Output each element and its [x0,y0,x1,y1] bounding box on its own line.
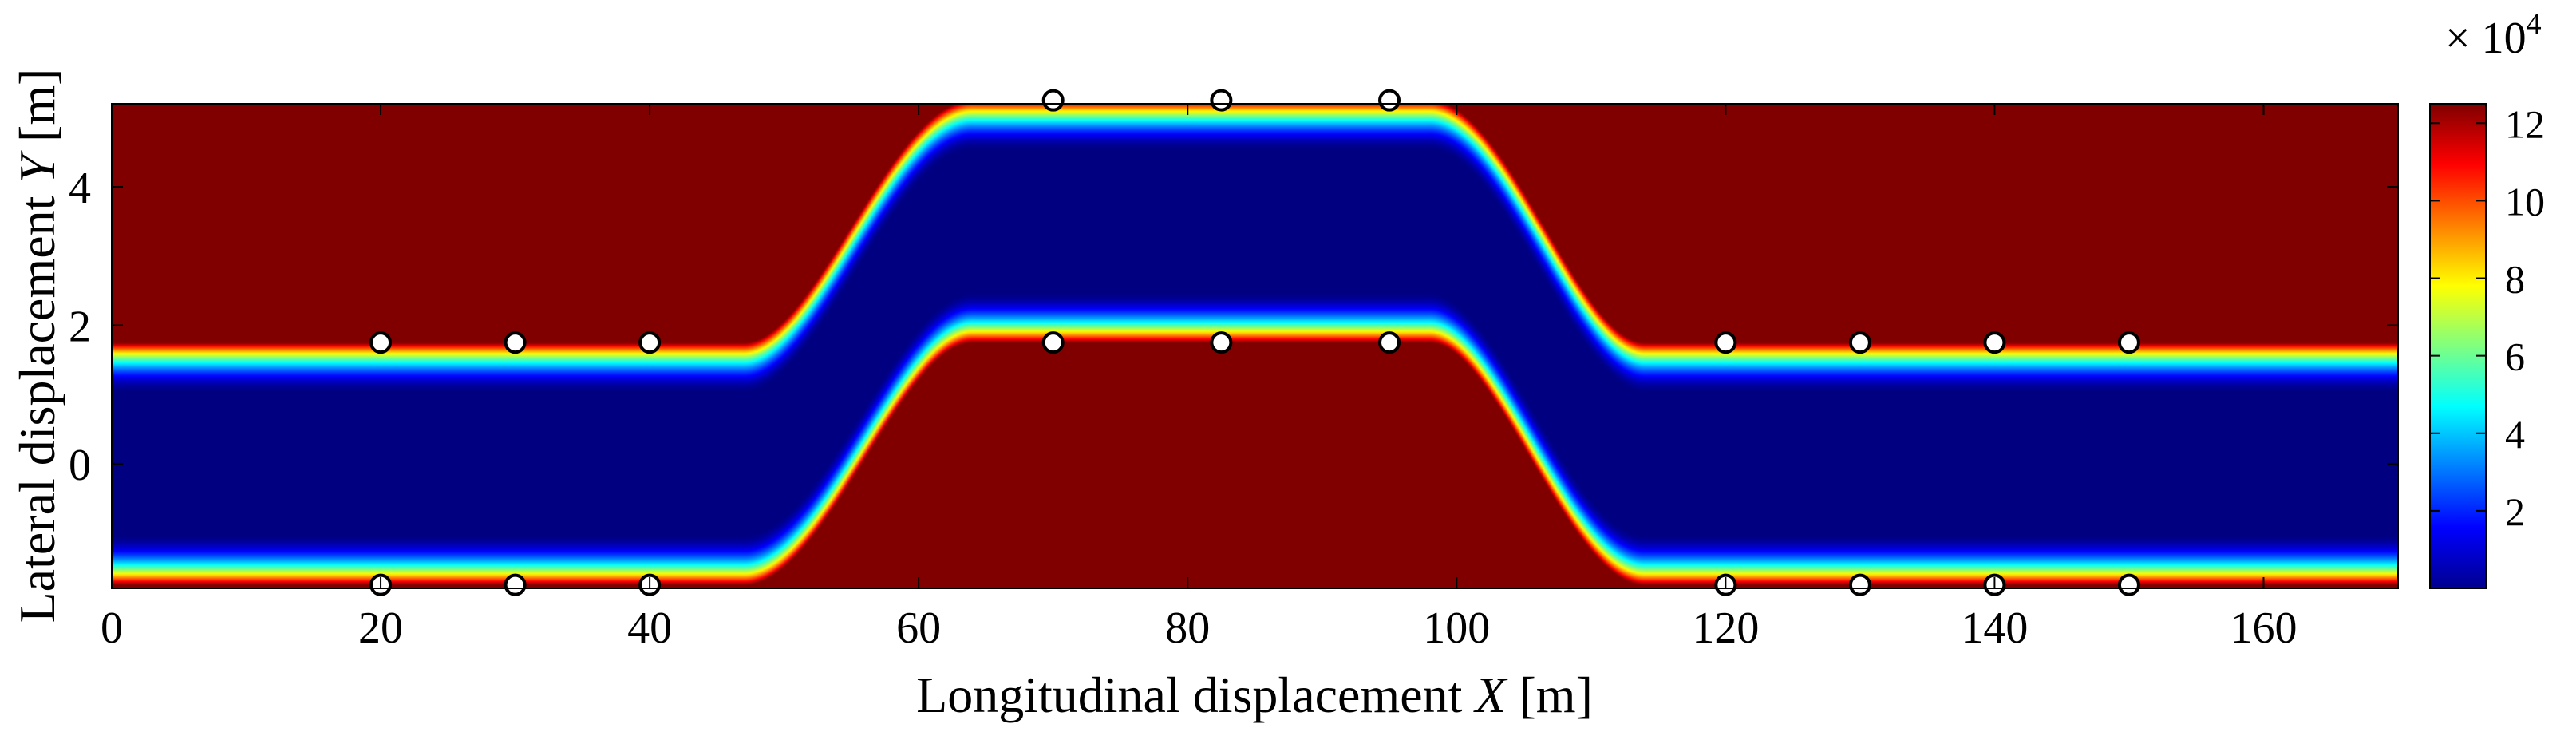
colorbar-ticks: 2 4 6 8 10 12 [2430,101,2545,534]
plot-frame [111,103,2399,589]
x-tick-label: 0 [101,603,123,653]
obstacle-marker [1041,331,1065,354]
x-axis-label: Longitudinal displacement X [m] [916,667,1593,723]
obstacle-marker [1378,331,1401,354]
obstacle-marker [1041,89,1065,112]
x-tick-label: 100 [1423,603,1490,653]
y-tick-label: 0 [69,441,91,490]
x-tick-label: 60 [896,603,941,653]
obstacle-marker [638,331,662,354]
obstacle-marker [1714,331,1737,354]
obstacle-marker [504,331,527,354]
colorbar [2429,103,2487,589]
obstacle-marker [1848,573,1871,596]
x-tick-label: 120 [1692,603,1759,653]
x-tick-label: 80 [1165,603,1210,653]
x-axis: 0 20 40 60 80 100 120 140 160 [101,104,2297,653]
colorbar-tick-label: 2 [2505,489,2525,534]
x-tick-label: 140 [1961,603,2028,653]
obstacle-marker [1210,331,1233,354]
obstacle-marker [1210,89,1233,112]
obstacle-marker [1848,331,1871,354]
obstacle-marker [369,331,393,354]
heatmap-image [112,104,2398,588]
y-axis: 0 2 4 [69,164,2398,490]
y-tick-label: 4 [69,164,91,213]
y-tick-label: 2 [69,302,91,351]
colorbar-multiplier: × 104 [2445,7,2542,63]
obstacle-markers [369,89,2140,596]
obstacle-marker [1378,89,1401,112]
obstacle-marker [2117,573,2140,596]
colorbar-tick-label: 6 [2505,334,2525,379]
colorbar-tick-label: 12 [2505,101,2545,146]
obstacle-marker [504,573,527,596]
obstacle-marker [1983,331,2006,354]
x-tick-label: 160 [2230,603,2297,653]
x-tick-label: 40 [627,603,672,653]
colorbar-tick-label: 10 [2505,179,2545,224]
y-axis-label: Lateral displacement Y [m] [9,69,65,623]
colorbar-tick-label: 8 [2505,257,2525,302]
obstacle-marker [2117,331,2140,354]
colorbar-tick-label: 4 [2505,412,2525,457]
x-tick-label: 20 [358,603,403,653]
